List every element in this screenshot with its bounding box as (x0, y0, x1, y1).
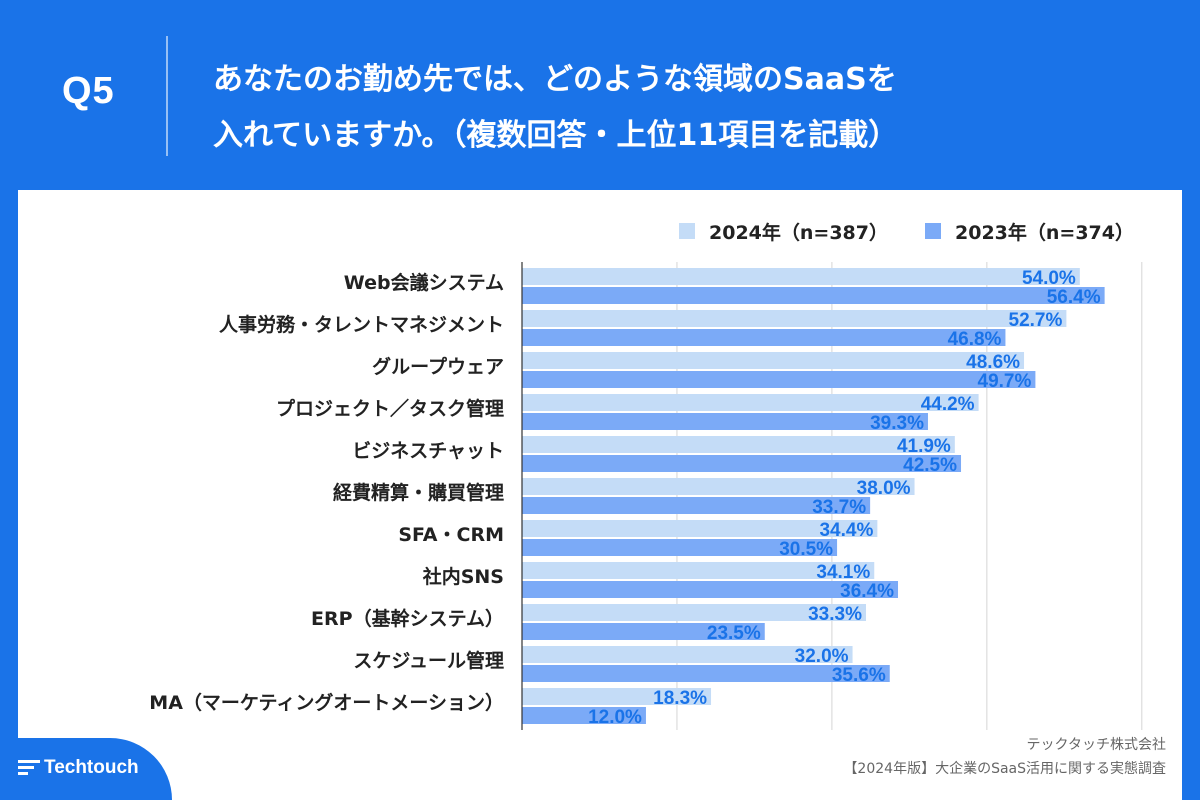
bar (522, 539, 838, 556)
question-line-1: あなたのお勤め先では、どのような領域のSaaSを (213, 62, 897, 97)
bar (522, 520, 878, 537)
category-label: MA（マーケティングオートメーション） (149, 691, 504, 714)
bar (522, 581, 899, 598)
brand-name: Techtouch (44, 757, 139, 778)
bar (522, 352, 1025, 369)
data-label: 49.7% (978, 371, 1032, 392)
bar (522, 329, 1006, 346)
data-label: 36.4% (840, 581, 894, 602)
data-label: 38.0% (857, 478, 911, 499)
legend-swatch (679, 223, 695, 239)
bar (522, 562, 875, 579)
data-label: 34.4% (819, 520, 873, 541)
bar (522, 287, 1105, 304)
data-label: 42.5% (903, 455, 957, 476)
bar (522, 413, 928, 430)
header-banner: Q5 あなたのお勤め先では、どのような領域のSaaSを 入れていますか。（複数回… (0, 0, 1200, 190)
data-label: 33.3% (808, 604, 862, 625)
question-text: あなたのお勤め先では、どのような領域のSaaSを 入れていますか。（複数回答・上… (213, 52, 898, 164)
bar (522, 436, 955, 453)
techtouch-logo-icon (18, 760, 40, 775)
category-label: プロジェクト／タスク管理 (276, 397, 504, 420)
data-label: 18.3% (653, 688, 707, 709)
data-label: 44.2% (921, 394, 975, 415)
legend-label: 2023年（n=374） (955, 221, 1134, 244)
legend-swatch (925, 223, 941, 239)
company-credit: テックタッチ株式会社 (1026, 737, 1166, 753)
category-label: SFA・CRM (398, 524, 504, 546)
category-label: 社内SNS (422, 565, 504, 588)
data-label: 48.6% (966, 352, 1020, 373)
source-credit: 【2024年版】大企業のSaaS活用に関する実態調査 (843, 761, 1166, 777)
category-label: スケジュール管理 (353, 649, 504, 672)
data-label: 33.7% (812, 497, 866, 518)
data-label: 35.6% (832, 665, 886, 686)
bar (522, 707, 646, 724)
bar (522, 646, 853, 663)
category-label: グループウェア (372, 355, 504, 378)
data-label: 56.4% (1047, 287, 1101, 308)
data-label: 23.5% (707, 623, 761, 644)
bar (522, 268, 1080, 285)
bar (522, 394, 979, 411)
data-label: 39.3% (870, 413, 924, 434)
question-number: Q5 (62, 70, 115, 112)
legend-label: 2024年（n=387） (709, 221, 888, 244)
header-divider (166, 36, 168, 156)
category-label: ビジネスチャット (352, 440, 504, 462)
bar (522, 665, 890, 682)
category-label: 人事労務・タレントマネジメント (219, 313, 504, 336)
bar (522, 688, 712, 705)
data-label: 54.0% (1022, 268, 1076, 289)
data-label: 32.0% (795, 646, 849, 667)
category-label: Web会議システム (344, 271, 504, 294)
data-label: 12.0% (588, 707, 642, 728)
data-label: 34.1% (816, 562, 870, 583)
data-label: 52.7% (1009, 310, 1063, 331)
bar (522, 455, 962, 472)
data-label: 41.9% (897, 436, 951, 457)
category-label: 経費精算・購買管理 (333, 481, 504, 504)
bar (522, 371, 1036, 388)
bar (522, 310, 1067, 327)
bar (522, 478, 915, 495)
category-label: ERP（基幹システム） (311, 607, 504, 630)
data-label: 46.8% (948, 329, 1002, 350)
bar (522, 623, 765, 640)
bar (522, 604, 866, 621)
data-label: 30.5% (779, 539, 833, 560)
question-line-2: 入れていますか。（複数回答・上位11項目を記載） (213, 118, 899, 153)
bar (522, 497, 871, 514)
